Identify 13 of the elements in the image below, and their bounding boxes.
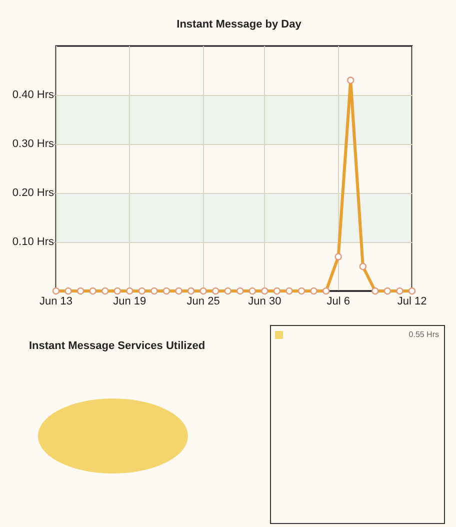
x-tick-label: Jun 25 xyxy=(186,296,220,308)
x-tick-label: Jun 19 xyxy=(113,296,146,308)
x-tick-label: Jun 13 xyxy=(39,296,73,308)
chart-title: Instant Message by Day xyxy=(176,18,302,30)
y-tick-label: 0.40 Hrs xyxy=(12,89,54,101)
y-tick-label: 0.20 Hrs xyxy=(12,187,54,199)
x-tick-label: Jul 6 xyxy=(326,296,350,308)
x-tick-label: Jul 12 xyxy=(397,296,427,308)
y-tick-label: 0.30 Hrs xyxy=(12,138,54,150)
x-tick-label: Jun 30 xyxy=(248,296,282,308)
note-box: 0.55 Hrs xyxy=(270,325,445,524)
chart-title: Instant Message Services Utilized xyxy=(29,340,206,352)
y-tick-label: 0.10 Hrs xyxy=(12,236,54,248)
